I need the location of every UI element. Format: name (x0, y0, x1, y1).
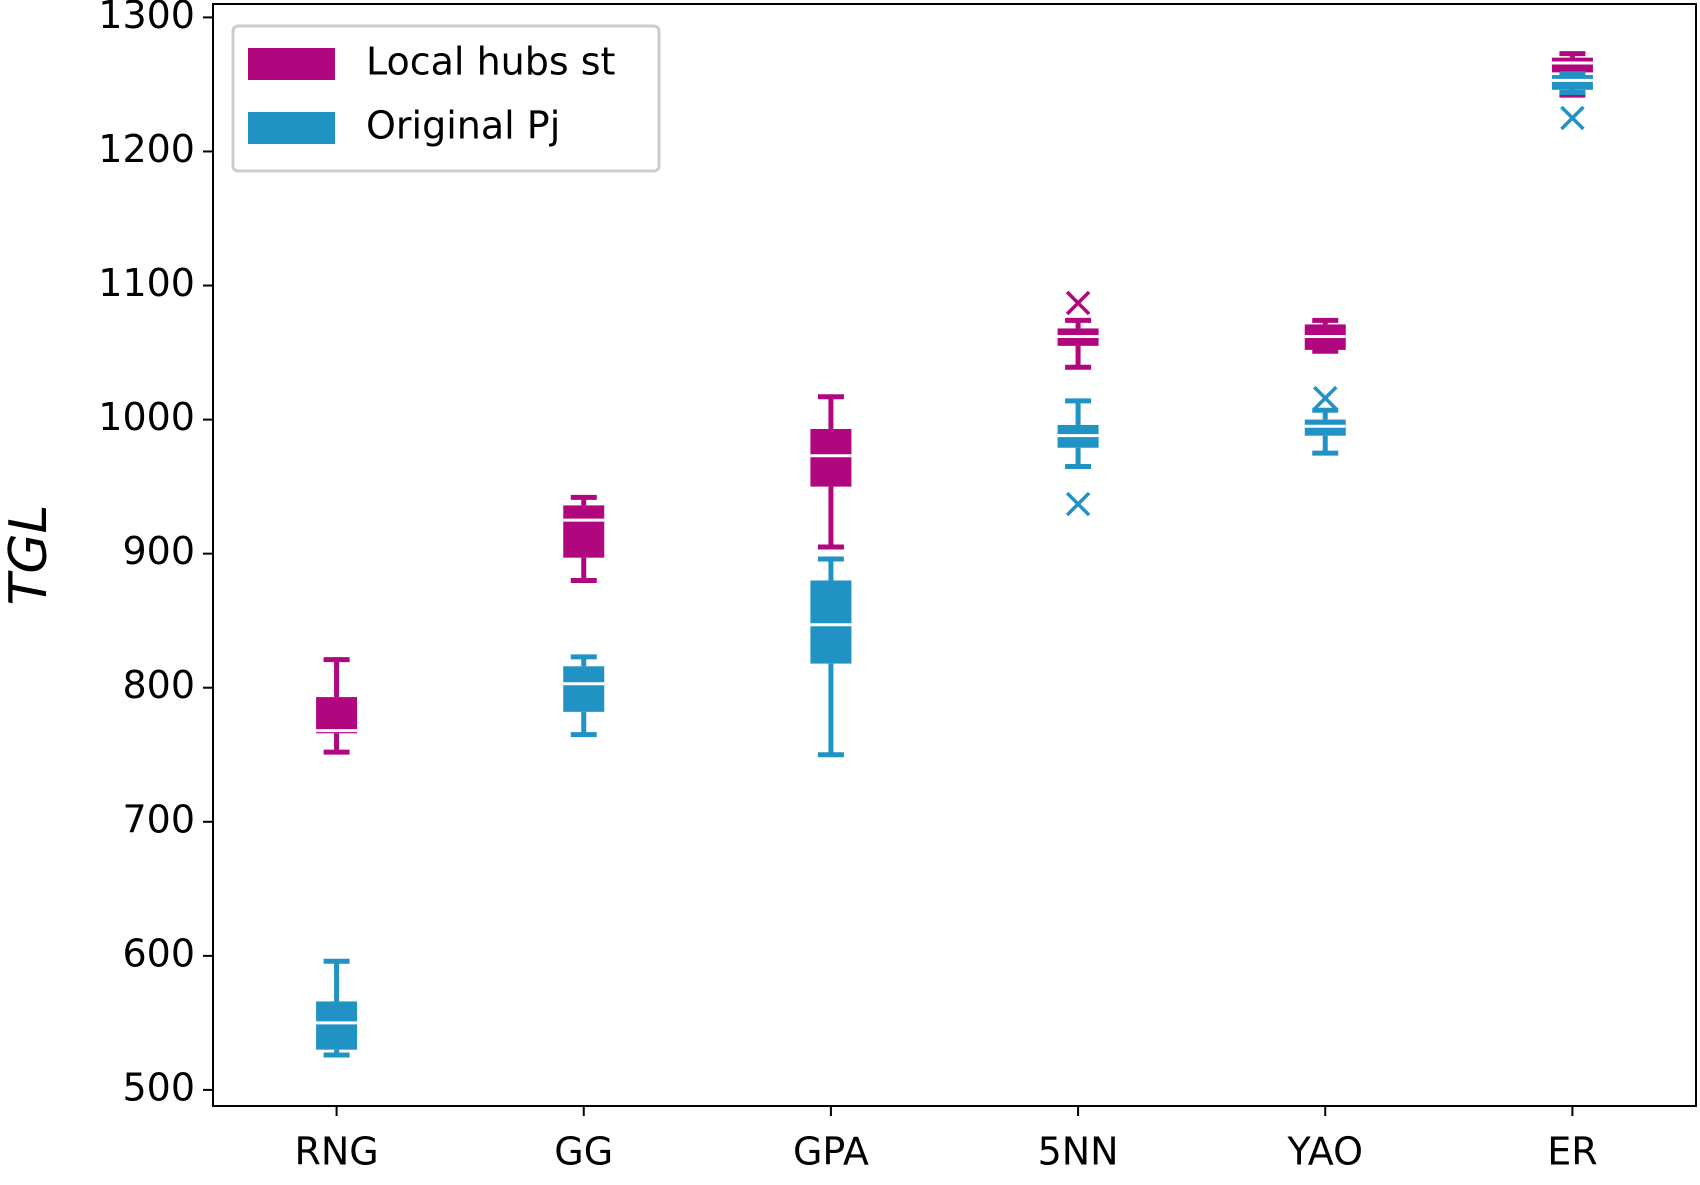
legend-swatch (248, 112, 335, 144)
legend-frame (231, 24, 661, 173)
outlier (1065, 290, 1091, 316)
x-tick-label: YAO (1287, 1130, 1364, 1174)
y-axis-label: TGL (0, 504, 59, 605)
x-tick-label: GG (554, 1130, 613, 1174)
y-tick-label: 1300 (98, 0, 195, 37)
y-tick-label: 500 (122, 1065, 195, 1109)
x-tick-label: ER (1547, 1130, 1597, 1174)
y-tick-label: 1000 (98, 395, 195, 439)
y-tick-label: 1200 (98, 127, 195, 171)
box (563, 666, 605, 712)
outlier (1065, 491, 1091, 517)
box (1551, 75, 1593, 90)
box (316, 697, 358, 734)
box (563, 505, 605, 558)
y-tick-label: 600 (122, 931, 195, 975)
x-tick-label: RNG (294, 1130, 378, 1174)
legend-label: Original Pj (366, 104, 560, 148)
box (810, 580, 852, 664)
box (810, 428, 852, 487)
outlier (1560, 105, 1585, 131)
legend-label: Local hubs st (366, 40, 615, 84)
y-tick-label: 700 (122, 797, 195, 841)
y-tick-label: 900 (122, 529, 195, 573)
y-tick-label: 1100 (98, 261, 195, 305)
x-tick-label: 5NN (1038, 1130, 1119, 1174)
box (1551, 57, 1593, 73)
x-tick-label: GPA (793, 1130, 869, 1174)
outlier (1313, 385, 1338, 411)
y-tick-label: 800 (122, 663, 195, 707)
plot-frame (212, 3, 1697, 1107)
legend-swatch (248, 48, 335, 80)
box (316, 1001, 358, 1050)
